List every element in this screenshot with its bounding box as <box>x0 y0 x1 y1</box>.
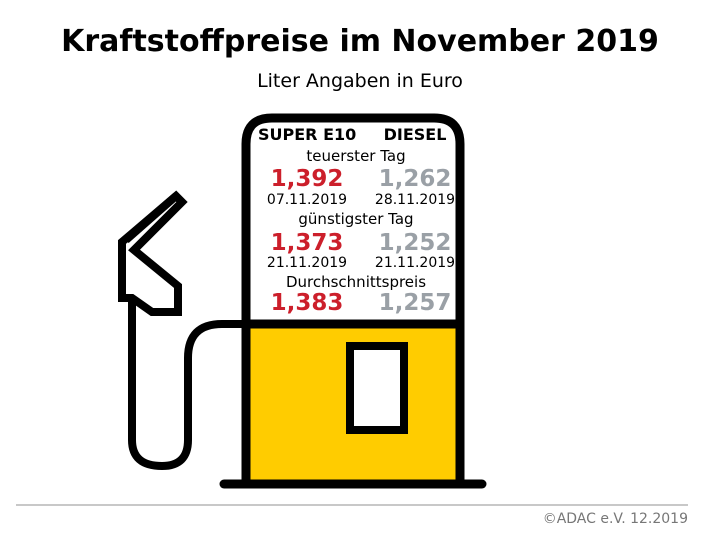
column-header-diesel: DIESEL <box>383 125 447 144</box>
pump-window <box>346 342 408 434</box>
super-price-cheapest: 1,373 <box>270 230 344 256</box>
diesel-date-most-expensive: 28.11.2019 <box>374 192 456 208</box>
diesel-price-average: 1,257 <box>378 290 452 316</box>
super-price-most-expensive: 1,392 <box>270 166 344 192</box>
pump-outline <box>241 113 465 480</box>
super-price-average: 1,383 <box>270 290 344 316</box>
diesel-price-most-expensive: 1,262 <box>378 166 452 192</box>
fuel-hose <box>128 298 246 471</box>
page-subtitle: Liter Angaben in Euro <box>257 70 463 92</box>
section-label-cheapest: günstigster Tag <box>298 210 414 228</box>
page-title: Kraftstoffpreise im November 2019 <box>61 24 659 59</box>
section-label-average: Durchschnittspreis <box>285 273 427 291</box>
diesel-date-cheapest: 21.11.2019 <box>374 255 456 271</box>
super-date-most-expensive: 07.11.2019 <box>266 192 348 208</box>
column-header-super: SUPER E10 <box>258 125 357 144</box>
nozzle-spout <box>123 192 179 244</box>
footer-divider <box>16 504 688 506</box>
copyright-text: ©ADAC e.V. 12.2019 <box>542 511 688 527</box>
section-label-most-expensive: teuerster Tag <box>306 147 406 165</box>
super-date-cheapest: 21.11.2019 <box>266 255 348 271</box>
diesel-price-cheapest: 1,252 <box>378 230 452 256</box>
